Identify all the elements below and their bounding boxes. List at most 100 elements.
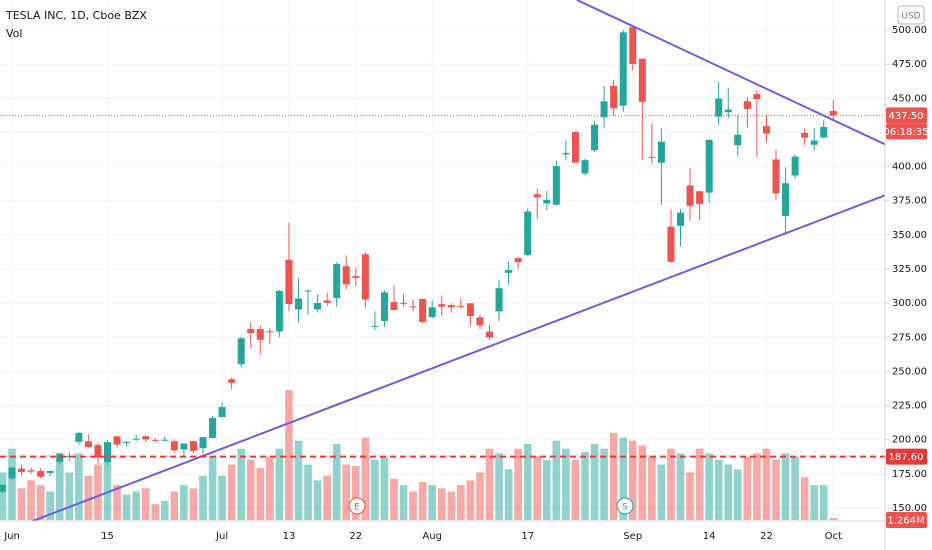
volume-bar (46, 491, 54, 520)
candle-body (734, 134, 742, 146)
volume-bar (332, 443, 341, 520)
candle-body (552, 166, 560, 205)
volume-bar (829, 517, 838, 520)
volume-bar (304, 464, 312, 520)
volume-bar (514, 448, 522, 520)
volume-bar (84, 475, 93, 520)
last-price-label-bg (886, 107, 927, 124)
candle-body (629, 27, 637, 65)
trend-line-upper (576, 0, 913, 158)
candle-body (743, 101, 751, 109)
volume-bar (819, 485, 828, 520)
y-tick-label: 250.00 (892, 366, 927, 377)
candle-body (495, 288, 503, 312)
candle-body (505, 270, 513, 273)
candle-body (657, 141, 665, 163)
candle-body (724, 109, 732, 113)
volume-bar (180, 485, 188, 520)
earnings-marker[interactable] (348, 497, 366, 515)
volume-last-label: 1.264M (887, 516, 924, 527)
volume-bar (113, 485, 121, 520)
volume-bar (371, 459, 379, 520)
volume-bar (772, 459, 780, 520)
candle-body (285, 259, 293, 304)
y-tick-label: 150.00 (892, 503, 927, 514)
volume-bar (390, 478, 398, 520)
candle-body (161, 439, 169, 441)
candle-body (514, 258, 522, 263)
volume-bar (667, 448, 675, 520)
volume-bar (571, 459, 580, 520)
candle-body (228, 379, 236, 383)
volume-bar (676, 453, 685, 520)
volume-bar (103, 459, 112, 520)
candle-body (142, 436, 150, 440)
volume-bar (495, 453, 503, 520)
split-marker[interactable] (616, 497, 634, 515)
y-tick-label: 450.00 (892, 93, 927, 104)
candle-body (352, 276, 360, 278)
volume-bar (27, 480, 35, 520)
volume-bar (75, 453, 83, 520)
volume-bar (476, 472, 484, 520)
candle-body (46, 470, 54, 474)
candle-body (753, 94, 761, 100)
candle-body (419, 299, 427, 322)
volume-bar (552, 440, 561, 520)
candle-body (772, 159, 780, 194)
candle-body (581, 160, 589, 174)
volume-bar (753, 453, 761, 520)
candle-body (390, 302, 398, 310)
candle-body (8, 467, 16, 479)
candle-body (37, 471, 45, 477)
candle-body (333, 264, 341, 298)
x-tick-label: Oct (825, 531, 842, 542)
volume-bar (810, 485, 818, 520)
candle-body (571, 132, 579, 163)
volume-bar (724, 464, 733, 520)
candle-body (361, 254, 369, 300)
candle-body (247, 329, 255, 334)
volume-bar (8, 448, 16, 520)
volume-bar (294, 440, 303, 520)
candle-body (151, 439, 159, 441)
volume-bar (619, 437, 627, 520)
candle-body (0, 484, 6, 492)
candle-body (696, 191, 704, 204)
y-tick-label: 350.00 (892, 230, 927, 241)
candle-body (829, 110, 837, 116)
x-tick-label: 17 (521, 531, 534, 542)
candle-body (123, 441, 131, 444)
volume-bar (428, 485, 436, 520)
trend-line-lower (29, 184, 913, 523)
volume-pane (0, 390, 838, 520)
chart-title: TESLA INC, 1D, Cboe BZX (5, 9, 147, 22)
x-tick-label: Jun (3, 531, 20, 542)
volume-bar (590, 443, 599, 520)
volume-bar (161, 500, 169, 520)
candle-body (486, 331, 493, 338)
volume-bar (485, 448, 494, 520)
candle-body (104, 442, 111, 463)
candle-body (75, 432, 83, 442)
candle-body (667, 226, 675, 262)
volume-bar (237, 448, 245, 520)
candle-pane (0, 26, 837, 494)
volume-bar (686, 472, 694, 520)
y-tick-label: 400.00 (892, 162, 927, 173)
y-tick-label: 225.00 (892, 401, 927, 412)
y-tick-label: 275.00 (892, 332, 927, 343)
volume-bar (648, 456, 656, 520)
candle-body (132, 438, 140, 440)
currency: USD (901, 12, 920, 22)
volume-bar (581, 451, 589, 520)
volume-bar (380, 456, 389, 520)
candle-body (342, 266, 350, 285)
currency-button[interactable] (897, 5, 925, 25)
candle-body (686, 185, 694, 206)
volume-bar (65, 472, 74, 520)
candle-body (266, 331, 274, 333)
candle-body (619, 32, 627, 106)
volume-bar (313, 480, 322, 520)
candle-body (275, 290, 283, 332)
